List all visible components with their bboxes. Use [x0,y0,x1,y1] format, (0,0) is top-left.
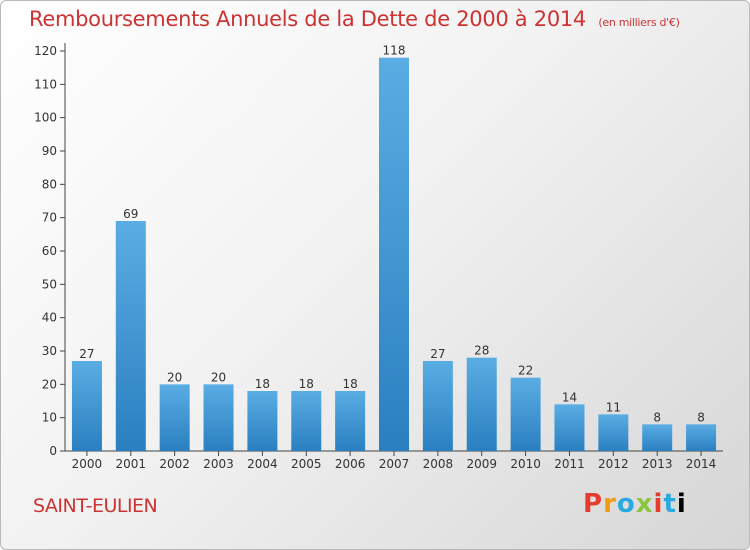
x-tick-label-2004: 2004 [247,457,278,471]
chart-axes: 0 10 20 30 40 50 60 70 80 90 100 110 120 2000 2001 2002… [34,43,723,471]
x-tick-label-2000: 2000 [72,457,103,471]
bar-2008 [422,361,453,451]
y-tick-label: 110 [34,77,57,91]
data-label-2005: 18 [299,377,314,391]
y-tick-label: 20 [42,377,57,391]
chart-title: Remboursements Annuels de la Dette de 20… [29,7,680,31]
chart-bars [71,57,717,452]
data-label-2004: 18 [255,377,270,391]
bar-2011 [554,404,585,451]
y-tick-label: 70 [42,211,57,225]
y-tick-label: 100 [34,111,57,125]
x-tick-label-2003: 2003 [203,457,234,471]
x-tick-label-2008: 2008 [423,457,454,471]
y-tick-label: 40 [42,311,57,325]
data-label-2012: 11 [606,400,621,414]
y-tick-label: 120 [34,44,57,58]
x-tick-label-2002: 2002 [159,457,190,471]
y-tick-label: 0 [49,444,57,458]
x-tick-label-2012: 2012 [598,457,629,471]
bar-2001 [115,221,146,451]
bar-2002 [159,384,190,451]
x-tick-label-2005: 2005 [291,457,322,471]
chart-unit: (en milliers d'€) [598,16,680,29]
bar-2003 [203,384,234,451]
y-tick-label: 60 [42,244,57,258]
y-tick-label: 50 [42,277,57,291]
data-label-2003: 20 [211,370,226,384]
data-label-2013: 8 [653,410,661,424]
bar-2009 [466,357,497,451]
bar-2014 [686,424,717,451]
proxiti-logo[interactable]: Proxiti [583,489,687,519]
data-label-2011: 14 [562,390,577,404]
bar-2007 [379,57,409,452]
bar-2004 [247,391,278,451]
data-label-2000: 27 [79,347,94,361]
x-tick-label-2010: 2010 [510,457,541,471]
bar-2012 [598,414,629,451]
place-name: SAINT-EULIEN [33,495,158,517]
x-tick-label-2001: 2001 [116,457,147,471]
bar-2006 [335,391,366,451]
bar-2013 [642,424,673,451]
chart-title-text: Remboursements Annuels de la Dette de 20… [29,7,586,31]
data-label-2001: 69 [123,207,138,221]
data-label-2009: 28 [474,344,489,358]
x-tick-label-2006: 2006 [335,457,366,471]
x-tick-label-2009: 2009 [466,457,497,471]
data-label-2002: 20 [167,370,182,384]
y-tick-label: 30 [42,344,57,358]
x-tick-label-2013: 2013 [642,457,673,471]
y-tick-label: 10 [42,411,57,425]
bar-2000 [71,361,102,451]
bar-2010 [510,377,541,451]
data-label-2014: 8 [697,410,705,424]
bar-2005 [291,391,322,451]
x-tick-label-2014: 2014 [686,457,717,471]
data-label-2006: 18 [342,377,357,391]
y-tick-label: 80 [42,177,57,191]
x-tick-label-2007: 2007 [379,457,410,471]
data-label-2010: 22 [518,364,533,378]
x-tick-label-2011: 2011 [554,457,585,471]
data-label-2008: 27 [430,347,445,361]
data-label-2007: 118 [383,44,406,58]
y-tick-label: 90 [42,144,57,158]
